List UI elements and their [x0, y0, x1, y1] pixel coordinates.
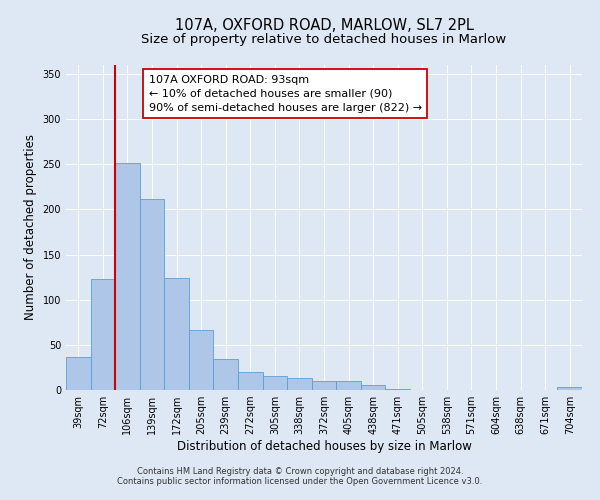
Text: 107A OXFORD ROAD: 93sqm
← 10% of detached houses are smaller (90)
90% of semi-de: 107A OXFORD ROAD: 93sqm ← 10% of detache… [149, 74, 422, 113]
Bar [557, 388, 582, 390]
Bar [66, 356, 91, 390]
Text: 107A, OXFORD ROAD, MARLOW, SL7 2PL: 107A, OXFORD ROAD, MARLOW, SL7 2PL [175, 18, 473, 32]
Bar [238, 372, 263, 390]
Text: Contains HM Land Registry data © Crown copyright and database right 2024.: Contains HM Land Registry data © Crown c… [137, 467, 463, 476]
Bar [214, 360, 238, 390]
Text: Size of property relative to detached houses in Marlow: Size of property relative to detached ho… [142, 32, 506, 46]
Y-axis label: Number of detached properties: Number of detached properties [24, 134, 37, 320]
Bar [189, 330, 214, 390]
Bar [336, 381, 361, 390]
X-axis label: Distribution of detached houses by size in Marlow: Distribution of detached houses by size … [176, 440, 472, 453]
Bar [115, 162, 140, 390]
Bar [91, 279, 115, 390]
Bar [263, 376, 287, 390]
Bar [312, 381, 336, 390]
Bar [164, 278, 189, 390]
Text: Contains public sector information licensed under the Open Government Licence v3: Contains public sector information licen… [118, 477, 482, 486]
Bar [287, 378, 312, 390]
Bar [385, 389, 410, 390]
Bar [140, 198, 164, 390]
Bar [361, 386, 385, 390]
